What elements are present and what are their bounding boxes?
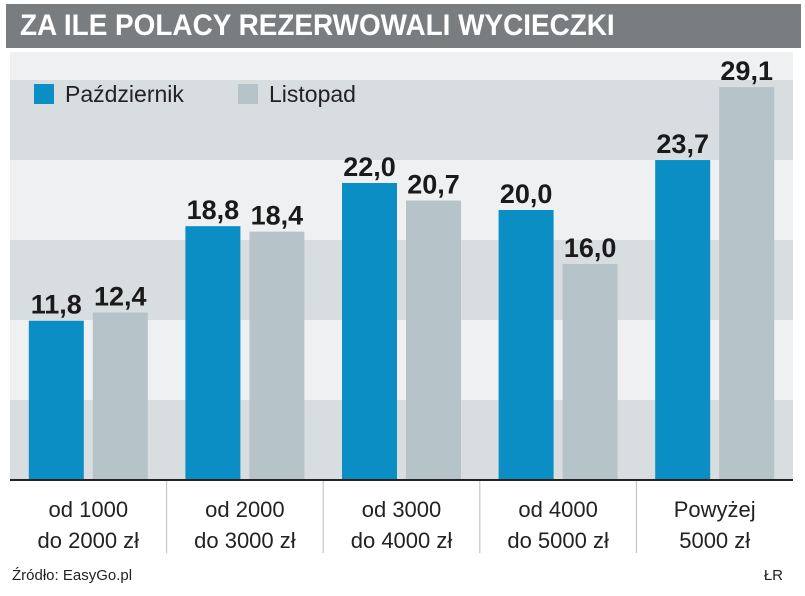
bar-listopad-1	[92, 312, 148, 480]
category-label: do 3000 zł	[194, 528, 296, 553]
data-label: 12,4	[94, 282, 147, 312]
category-label: 5000 zł	[679, 528, 750, 553]
legend-label-1: Październik	[65, 81, 184, 107]
source-note: Źródło: EasyGo.pl	[12, 567, 133, 584]
data-label: 22,0	[343, 152, 396, 182]
category-label: Powyżej	[674, 497, 756, 522]
bar-pazdziernik-5	[655, 160, 711, 481]
legend-swatch-1	[34, 84, 54, 104]
bar-pazdziernik-3	[342, 183, 397, 480]
bar-pazdziernik-1	[28, 320, 84, 480]
grid-band	[10, 52, 793, 80]
category-label: od 2000	[205, 497, 285, 522]
legend-label-2: Listopad	[269, 81, 356, 107]
category-label: od 3000	[362, 497, 442, 522]
data-label: 20,7	[407, 170, 460, 200]
legend-swatch-2	[238, 84, 258, 104]
data-label: 20,0	[500, 179, 553, 209]
author-credit: ŁR	[763, 567, 783, 584]
data-label: 23,7	[656, 129, 709, 159]
bar-pazdziernik-2	[185, 226, 241, 480]
data-label: 16,0	[564, 233, 617, 263]
data-label: 18,8	[187, 195, 240, 225]
bar-listopad-2	[249, 231, 305, 480]
bar-listopad-3	[406, 200, 461, 481]
chart-title: ZA ILE POLACY REZERWOWALI WYCIECZKI	[20, 9, 615, 42]
category-label: od 4000	[518, 497, 598, 522]
data-label: 18,4	[251, 201, 304, 231]
category-label: do 4000 zł	[351, 528, 453, 553]
category-label: od 1000	[49, 497, 129, 522]
data-label: 29,1	[720, 56, 773, 86]
bar-listopad-4	[562, 264, 618, 480]
grid-band	[10, 80, 793, 160]
category-label: do 2000 zł	[38, 528, 140, 553]
bar-listopad-5	[719, 87, 775, 481]
title-bar: ZA ILE POLACY REZERWOWALI WYCIECZKI	[6, 4, 801, 48]
data-label: 11,8	[31, 290, 82, 320]
category-label: do 5000 zł	[507, 528, 609, 553]
bar-pazdziernik-4	[498, 210, 554, 480]
